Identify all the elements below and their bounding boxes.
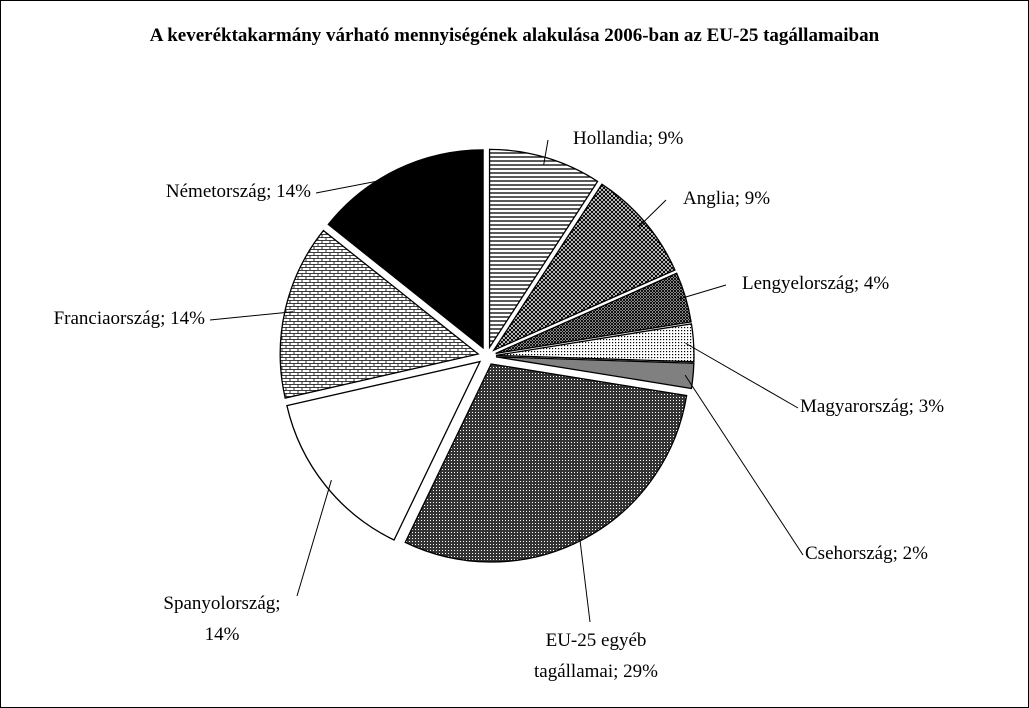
pie-slice — [286, 360, 482, 541]
data-label: Németország; 14% — [166, 181, 311, 202]
pie-slice — [327, 149, 484, 350]
data-label: Lengyelország; 4% — [742, 273, 889, 294]
leader-line — [315, 176, 401, 194]
data-label-line: Magyarország; 3% — [800, 396, 944, 417]
leader-line — [677, 284, 727, 300]
data-label: EU-25 egyéb tagállamai; 29% — [534, 630, 658, 682]
leader-line — [543, 139, 549, 166]
data-label-line: Hollandia; 9% — [573, 128, 683, 149]
data-label-line: Anglia; 9% — [683, 188, 770, 209]
leader-line — [638, 199, 667, 228]
data-label-line: Spanyolország; — [163, 593, 280, 614]
data-label: Franciaország; 14% — [54, 308, 206, 329]
data-label: Magyarország; 3% — [800, 396, 944, 417]
pie-slice — [495, 323, 695, 363]
pie-slice — [488, 148, 599, 350]
pie-slice — [495, 356, 695, 390]
data-label-line: Lengyelország; 4% — [742, 273, 889, 294]
leader-line — [209, 311, 294, 321]
data-label: Hollandia; 9% — [573, 128, 683, 149]
pie-slice — [279, 229, 480, 399]
leader-line — [684, 374, 804, 556]
data-label-line: Németország; 14% — [166, 181, 311, 202]
data-label: Anglia; 9% — [683, 188, 770, 209]
data-label-line: Franciaország; 14% — [54, 308, 206, 329]
pie-slice — [404, 363, 688, 563]
pie-slice — [492, 183, 676, 352]
leader-line — [685, 342, 799, 409]
leader-line — [296, 479, 332, 597]
chart-title: A keveréktakarmány várható mennyiségének… — [149, 25, 880, 46]
data-label-line: 14% — [205, 624, 240, 645]
data-label-line: tagállamai; 29% — [534, 661, 658, 682]
data-label-line: EU-25 egyéb — [546, 630, 647, 651]
data-label-line: Csehország; 2% — [805, 543, 928, 564]
leader-line — [578, 532, 591, 623]
data-label: Spanyolország; 14% — [163, 593, 280, 645]
data-label: Csehország; 2% — [805, 543, 928, 564]
